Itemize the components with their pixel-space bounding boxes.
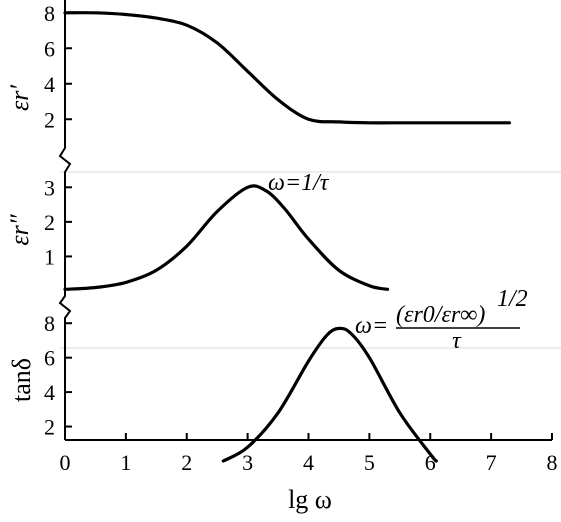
x-tick-label: 4 <box>303 450 314 475</box>
annotation-lhs: ω= <box>355 313 388 339</box>
y-tick-label-panel-2: 2 <box>44 210 55 235</box>
x-tick-label: 0 <box>60 450 71 475</box>
curves-layer <box>63 11 511 463</box>
y-tick-label-panel-3: 4 <box>44 380 55 405</box>
y-tick-label-panel-2: 1 <box>44 244 55 269</box>
y-tick-label-panel-1: 6 <box>44 36 55 61</box>
annotation-resonance: ω=1/τ <box>268 170 330 196</box>
y-tick-label-panel-3: 8 <box>44 311 55 336</box>
y-tick-label-panel-3: 2 <box>44 415 55 440</box>
y-label-panel-2: εr″ <box>5 213 34 245</box>
annotation-numerator: (εr0/εr∞) <box>396 302 485 328</box>
x-tick-label: 1 <box>120 450 131 475</box>
x-tick-label: 3 <box>242 450 253 475</box>
annotation-power: 1/2 <box>497 286 528 312</box>
y-axis <box>58 0 72 440</box>
x-tick-label: 7 <box>486 450 497 475</box>
x-tick-label: 5 <box>364 450 375 475</box>
series-line-panel-3 <box>221 326 438 463</box>
y-tick-label-panel-1: 8 <box>44 1 55 26</box>
x-tick-label: 2 <box>181 450 192 475</box>
series-line-panel-2 <box>63 184 390 291</box>
labels-layer: 2 4 6 8 1 2 3 2 4 6 8 0 1 2 3 4 5 6 7 8 <box>44 1 558 475</box>
x-tick-label: 8 <box>547 450 558 475</box>
x-tick-label: 6 <box>425 450 436 475</box>
series-line-panel-1 <box>63 11 511 125</box>
annotation-tan-peak: ω= (εr0/εr∞) 1/2 τ <box>355 286 528 354</box>
ticks-layer <box>64 11 553 440</box>
y-label-panel-1: εr′ <box>5 85 34 111</box>
y-tick-label-panel-3: 6 <box>44 346 55 371</box>
x-axis-label: lg ω <box>288 485 332 514</box>
y-tick-label-panel-1: 2 <box>44 107 55 132</box>
annotation-denominator: τ <box>452 328 462 354</box>
y-label-panel-3: tanδ <box>7 358 36 402</box>
y-tick-label-panel-2: 3 <box>44 175 55 200</box>
y-tick-label-panel-1: 4 <box>44 72 55 97</box>
